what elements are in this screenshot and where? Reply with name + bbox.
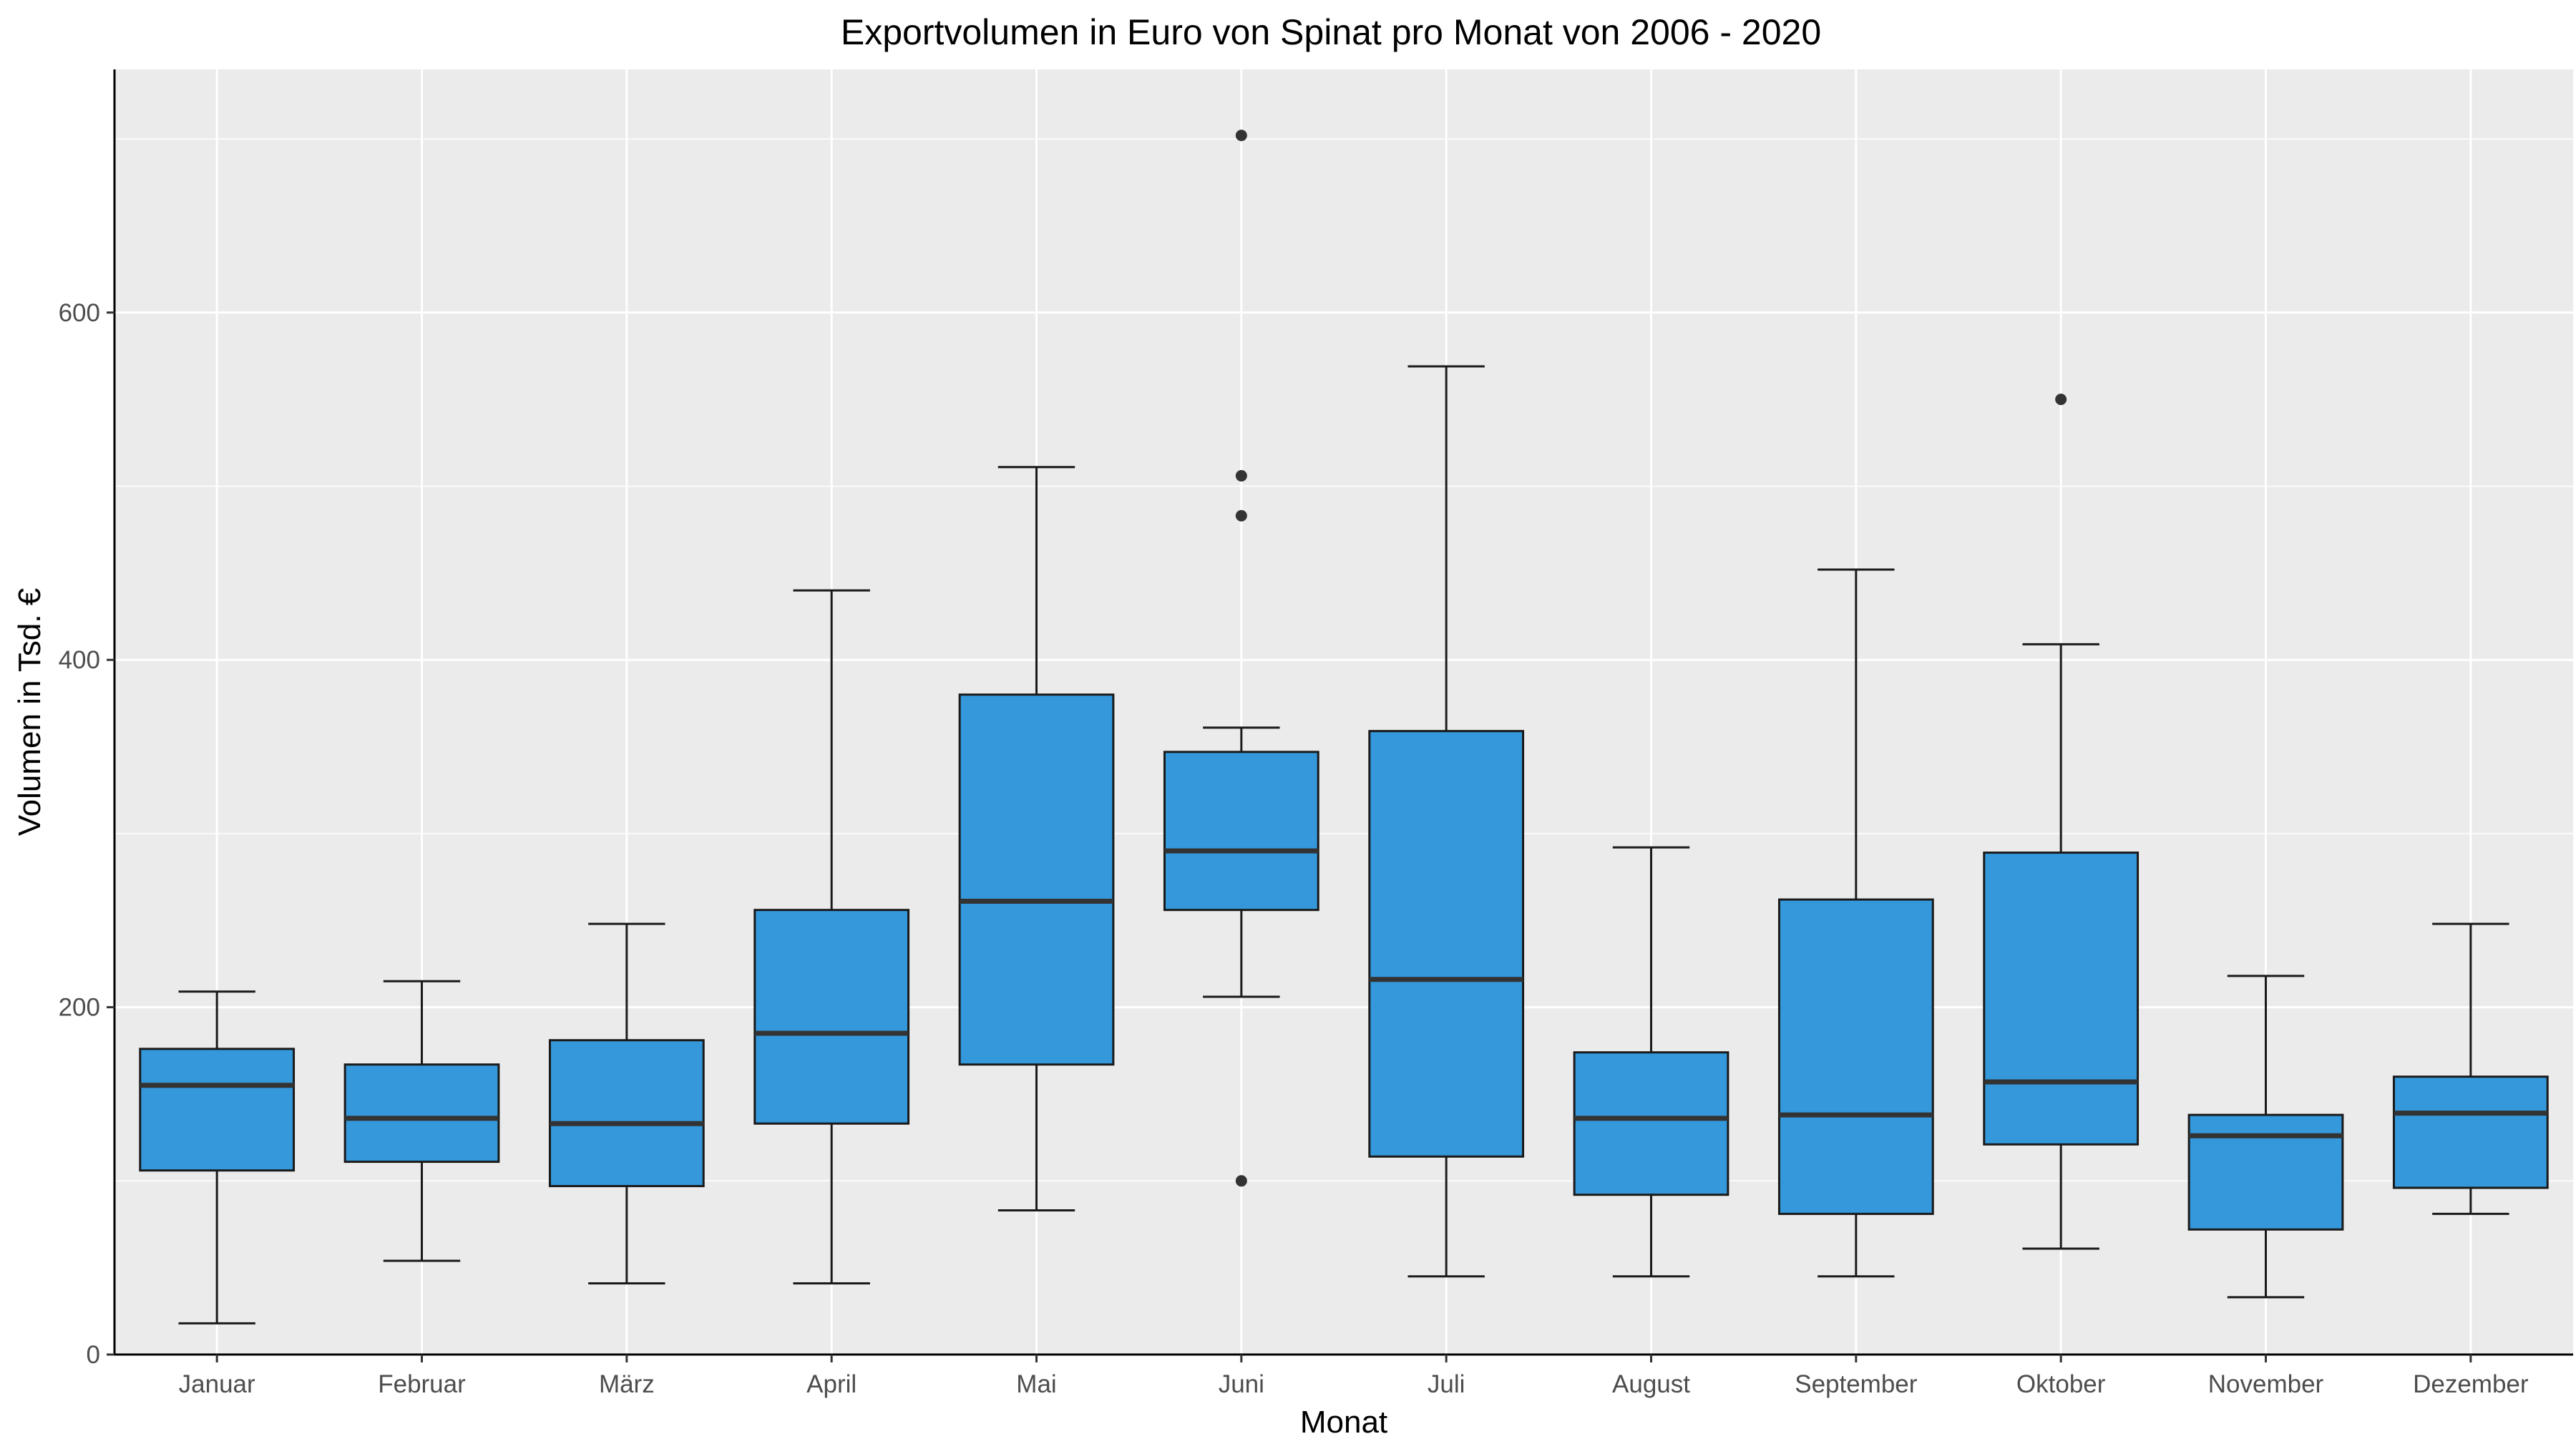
box-mai [958, 466, 1115, 1212]
box-juni [1163, 130, 1319, 1187]
minor-gridlines [114, 138, 2573, 1182]
box-august [1573, 846, 1729, 1278]
box-dezember [2392, 922, 2549, 1215]
outlier-point [1235, 469, 1247, 482]
y-axis-title: Volumen in Tsd. € [12, 588, 47, 836]
x-axis-title: Monat [1300, 1405, 1387, 1440]
box-body [753, 909, 910, 1125]
x-tick-label: März [599, 1370, 655, 1398]
x-tick-label: November [2208, 1370, 2324, 1398]
y-tick-label: 200 [59, 994, 100, 1022]
x-tick-label: August [1612, 1370, 1690, 1398]
box-body [1983, 852, 2140, 1146]
box-november [2187, 975, 2344, 1299]
box-body [1573, 1051, 1729, 1196]
box-oktober [1983, 394, 2140, 1250]
x-tick-label: Februar [378, 1370, 466, 1398]
box-body [2392, 1075, 2549, 1189]
box-februar [343, 980, 500, 1262]
box-body [958, 693, 1115, 1066]
y-tick-label: 0 [87, 1341, 100, 1369]
box-body [343, 1063, 500, 1163]
x-axis-ticks: Januar Februar März April Mai Juni Juli August S… [179, 1355, 2529, 1398]
box-juli [1368, 365, 1525, 1278]
x-tick-label: Juli [1428, 1370, 1465, 1398]
box-m-rz [548, 922, 705, 1284]
y-axis-ticks: 0 200 400 600 [59, 299, 114, 1369]
outlier-point [1235, 1175, 1247, 1187]
plot-panel [114, 69, 2573, 1355]
outlier-point [1235, 130, 1247, 142]
box-body [1368, 730, 1525, 1158]
box-september [1777, 568, 1934, 1278]
box-series [139, 130, 2549, 1324]
outlier-point [2055, 394, 2067, 406]
x-tick-label: Juni [1219, 1370, 1264, 1398]
x-tick-label: Oktober [2016, 1370, 2106, 1398]
x-tick-label: Dezember [2413, 1370, 2529, 1398]
box-body [1163, 751, 1319, 912]
box-april [753, 589, 910, 1284]
y-tick-label: 600 [59, 299, 100, 327]
y-tick-label: 400 [59, 646, 100, 674]
chart-title: Exportvolumen in Euro von Spinat pro Mon… [841, 12, 1821, 52]
box-body [1777, 898, 1934, 1215]
box-body [548, 1039, 705, 1188]
x-tick-label: April [806, 1370, 857, 1398]
outlier-point [1235, 509, 1247, 522]
box-body [139, 1048, 296, 1172]
box-body [2187, 1113, 2344, 1231]
x-tick-label: Mai [1016, 1370, 1056, 1398]
x-tick-label: September [1795, 1370, 1918, 1398]
x-tick-label: Januar [179, 1370, 255, 1398]
box-januar [139, 990, 296, 1324]
